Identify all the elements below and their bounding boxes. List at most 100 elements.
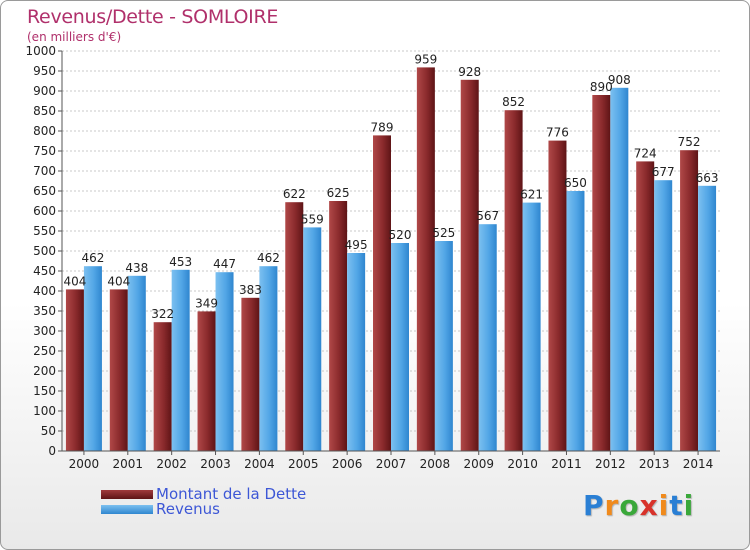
y-tick-label: 850	[33, 104, 56, 118]
data-label-dette: 322	[151, 307, 174, 321]
logo-letter: r	[604, 489, 620, 522]
x-tick-label: 2008	[420, 457, 451, 471]
bar-dette	[373, 135, 391, 451]
bar-revenus	[83, 266, 102, 451]
x-tick-label: 2013	[639, 457, 670, 471]
x-tick-label: 2004	[244, 457, 275, 471]
data-label-dette: 383	[239, 283, 262, 297]
chart-subtitle: (en milliers d'€)	[27, 30, 122, 44]
bar-dette	[197, 311, 216, 451]
legend-swatch-dette	[101, 490, 153, 499]
bar-dette	[416, 67, 435, 452]
x-tick-label: 2011	[551, 457, 582, 471]
x-tick-label: 2010	[507, 457, 538, 471]
bar-revenus	[347, 253, 366, 451]
bar-revenus	[610, 87, 629, 452]
bar-revenus	[215, 272, 234, 451]
bar-dette	[504, 110, 523, 451]
bar-revenus	[171, 269, 190, 451]
bar-revenus	[478, 224, 497, 451]
data-label-revenus: 438	[125, 261, 148, 275]
y-tick-label: 550	[33, 224, 56, 238]
bar-dette	[636, 161, 655, 451]
bar-dette	[548, 140, 567, 451]
logo-letter: i	[658, 489, 670, 522]
y-tick-label: 700	[33, 164, 56, 178]
data-label-revenus: 495	[345, 238, 368, 252]
bar-revenus	[391, 243, 409, 451]
data-label-revenus: 525	[432, 226, 455, 240]
y-tick-label: 0	[48, 444, 56, 458]
data-label-revenus: 559	[301, 212, 324, 226]
data-label-dette: 776	[546, 126, 569, 140]
bar-dette	[65, 289, 84, 451]
y-tick-label: 750	[33, 144, 56, 158]
data-label-revenus: 453	[169, 255, 192, 269]
data-label-revenus: 908	[608, 73, 631, 87]
x-tick-label: 2005	[288, 457, 319, 471]
legend-label-dette: Montant de la Dette	[156, 485, 307, 503]
x-tick-label: 2012	[595, 457, 626, 471]
x-tick-label: 2002	[156, 457, 187, 471]
legend-swatch-revenus	[101, 505, 153, 514]
data-label-dette: 349	[195, 296, 218, 310]
logo-letter: x	[639, 489, 659, 522]
data-label-dette: 724	[634, 146, 657, 160]
bar-revenus	[127, 275, 146, 451]
legend-label-revenus: Revenus	[156, 500, 220, 518]
y-tick-label: 250	[33, 344, 56, 358]
x-tick-label: 2007	[376, 457, 407, 471]
data-label-dette: 404	[107, 274, 130, 288]
data-label-revenus: 567	[476, 209, 499, 223]
data-label-dette: 404	[63, 274, 86, 288]
y-tick-label: 400	[33, 284, 56, 298]
data-label-revenus: 520	[389, 228, 412, 242]
logo-letter: i	[683, 489, 695, 522]
axes: 0 50 100 150 200 250 300 350 400 450 500 550 600 650 7…	[25, 44, 720, 471]
data-label-revenus: 447	[213, 257, 236, 271]
x-tick-label: 2001	[113, 457, 144, 471]
x-tick-label: 2003	[200, 457, 231, 471]
bars	[65, 67, 717, 452]
bar-revenus	[303, 227, 322, 451]
data-label-revenus: 650	[564, 176, 587, 190]
data-labels: 4044624044383224533494473834626225596254…	[63, 52, 718, 321]
y-tick-label: 450	[33, 264, 56, 278]
bar-dette	[680, 150, 699, 451]
y-tick-label: 500	[33, 244, 56, 258]
bar-dette	[153, 322, 172, 451]
data-label-dette: 752	[678, 135, 701, 149]
bar-revenus	[522, 202, 541, 451]
bar-revenus	[566, 191, 585, 451]
y-tick-label: 100	[33, 404, 56, 418]
data-label-dette: 890	[590, 80, 613, 94]
bar-revenus	[654, 180, 673, 451]
bar-dette	[592, 95, 611, 451]
bar-revenus	[434, 241, 453, 451]
data-label-dette: 852	[502, 95, 525, 109]
y-tick-label: 150	[33, 384, 56, 398]
bar-revenus	[259, 266, 278, 451]
data-label-revenus: 462	[257, 251, 280, 265]
data-label-dette: 622	[283, 187, 306, 201]
data-label-dette: 928	[458, 65, 481, 79]
y-tick-label: 650	[33, 184, 56, 198]
bar-dette	[460, 79, 479, 452]
y-tick-label: 800	[33, 124, 56, 138]
y-tick-label: 200	[33, 364, 56, 378]
y-tick-label: 1000	[25, 44, 56, 58]
x-tick-label: 2000	[69, 457, 100, 471]
bar-dette	[285, 202, 304, 451]
bar-dette	[329, 201, 348, 451]
bar-revenus	[698, 185, 717, 452]
data-label-revenus: 677	[652, 165, 675, 179]
data-label-dette: 789	[371, 120, 394, 134]
logo-letter: P	[583, 489, 605, 522]
bar-dette	[241, 297, 260, 451]
logo-letter: o	[619, 489, 640, 522]
proxiti-logo: Proxiti	[583, 489, 694, 522]
y-tick-label: 50	[41, 424, 56, 438]
y-tick-label: 300	[33, 324, 56, 338]
